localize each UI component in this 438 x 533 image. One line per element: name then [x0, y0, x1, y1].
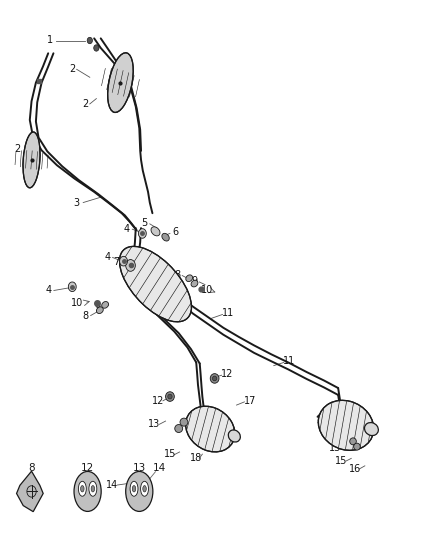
Ellipse shape — [23, 132, 40, 188]
Ellipse shape — [168, 394, 172, 399]
Ellipse shape — [353, 443, 360, 450]
Text: 16: 16 — [349, 464, 361, 474]
Ellipse shape — [78, 481, 86, 496]
Ellipse shape — [68, 282, 76, 292]
Text: 3: 3 — [74, 198, 80, 207]
Ellipse shape — [130, 481, 138, 496]
Text: 18: 18 — [190, 454, 202, 463]
Ellipse shape — [175, 424, 183, 433]
Ellipse shape — [180, 418, 188, 426]
Ellipse shape — [120, 256, 127, 266]
Text: 13: 13 — [328, 443, 341, 453]
Text: 4: 4 — [124, 224, 130, 234]
Text: 9: 9 — [95, 303, 101, 313]
Text: 11: 11 — [283, 357, 295, 366]
Ellipse shape — [350, 438, 357, 445]
Text: 12: 12 — [221, 369, 233, 379]
Ellipse shape — [186, 275, 193, 281]
Text: 2: 2 — [14, 144, 21, 154]
Text: 13: 13 — [148, 419, 160, 429]
Ellipse shape — [132, 486, 136, 492]
Text: 4: 4 — [45, 286, 51, 295]
Ellipse shape — [126, 260, 135, 271]
Text: 15: 15 — [335, 456, 347, 466]
Text: 8: 8 — [28, 463, 35, 473]
Polygon shape — [17, 471, 43, 512]
Ellipse shape — [74, 472, 101, 512]
Text: 13: 13 — [133, 463, 146, 473]
Ellipse shape — [166, 392, 174, 401]
Text: 2: 2 — [82, 99, 88, 109]
Ellipse shape — [151, 227, 160, 236]
Ellipse shape — [96, 307, 103, 313]
Ellipse shape — [318, 400, 374, 450]
Text: 17: 17 — [244, 396, 257, 406]
Text: 11: 11 — [222, 309, 234, 318]
Text: 2: 2 — [69, 64, 75, 74]
Ellipse shape — [141, 481, 148, 496]
Text: 14: 14 — [153, 463, 166, 473]
Ellipse shape — [162, 233, 169, 241]
Ellipse shape — [191, 280, 198, 287]
Text: 6: 6 — [172, 228, 178, 237]
Ellipse shape — [143, 486, 146, 492]
Text: 14: 14 — [106, 480, 118, 490]
Ellipse shape — [89, 481, 97, 496]
Ellipse shape — [186, 406, 235, 452]
Text: 15: 15 — [164, 449, 176, 459]
Text: 8: 8 — [82, 311, 88, 320]
Text: 12: 12 — [152, 396, 164, 406]
Ellipse shape — [210, 374, 219, 383]
Text: 7: 7 — [113, 257, 119, 267]
Ellipse shape — [212, 376, 217, 381]
Circle shape — [87, 37, 92, 44]
Text: 10: 10 — [71, 298, 83, 308]
Text: 10: 10 — [201, 286, 213, 295]
Text: 4: 4 — [104, 253, 110, 262]
Text: 1: 1 — [47, 35, 53, 45]
Text: 5: 5 — [141, 218, 148, 228]
Text: 8: 8 — [174, 270, 180, 280]
Ellipse shape — [120, 246, 191, 322]
Ellipse shape — [138, 229, 146, 238]
Text: 12: 12 — [81, 463, 94, 473]
Ellipse shape — [126, 472, 153, 512]
Ellipse shape — [102, 302, 109, 308]
Text: 9: 9 — [192, 277, 198, 286]
Ellipse shape — [81, 486, 84, 492]
Ellipse shape — [364, 423, 378, 435]
Ellipse shape — [91, 486, 95, 492]
Circle shape — [94, 45, 99, 51]
Ellipse shape — [108, 53, 133, 112]
Ellipse shape — [228, 430, 240, 442]
